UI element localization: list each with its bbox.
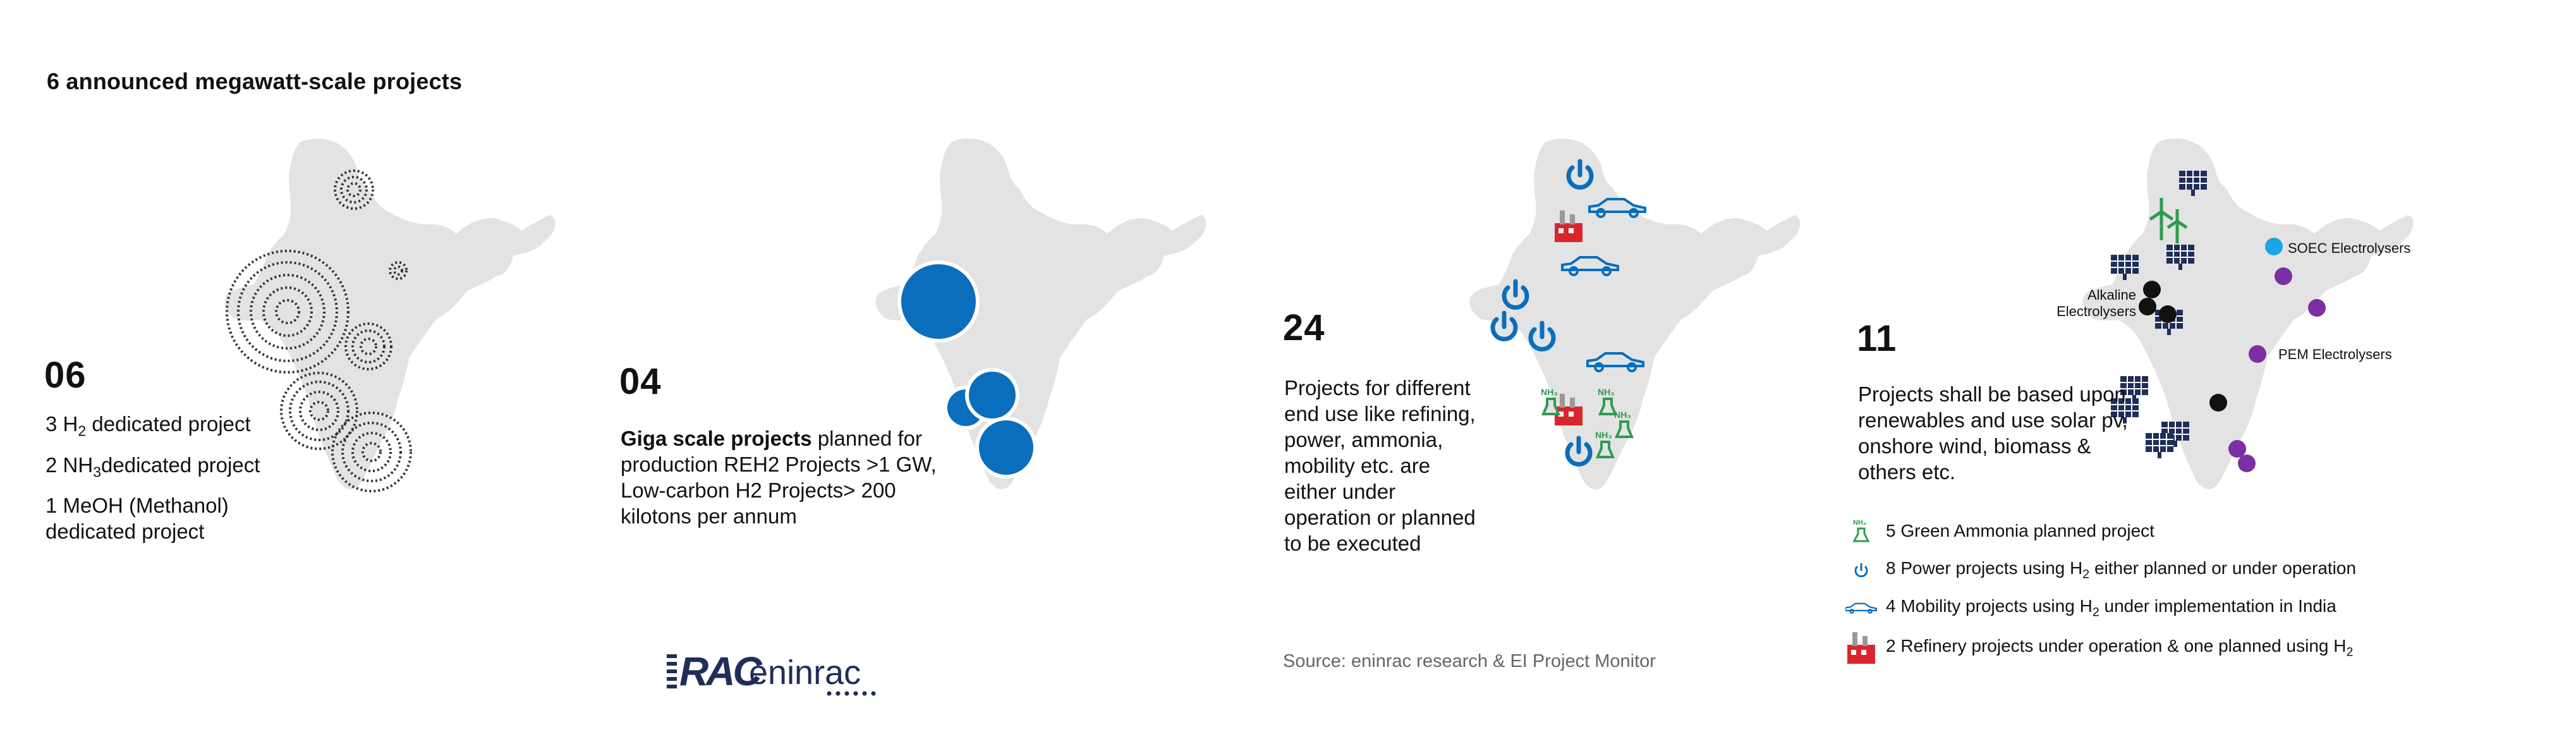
india-map-2 bbox=[875, 138, 1206, 490]
panel4-description: Projects shall be based upon renewables … bbox=[1858, 381, 2128, 485]
panel2-bold: Giga scale projects bbox=[621, 427, 812, 450]
panel3-line: to be executed bbox=[1284, 532, 1421, 555]
label-alkaline-2: Electrolysers bbox=[2057, 303, 2136, 319]
panel3-count: 24 bbox=[1283, 307, 1325, 348]
panel3-line: end use like refining, bbox=[1284, 402, 1476, 425]
panel3-line: Projects for different bbox=[1284, 376, 1471, 400]
page-title: 6 announced megawatt-scale projects bbox=[47, 68, 463, 94]
ammonia-flask-icon: NH₃ bbox=[1845, 518, 1877, 544]
legend-label: 4 Mobility projects using H2 under imple… bbox=[1886, 596, 2336, 620]
concentric-project-markers bbox=[226, 169, 412, 492]
legend-item-power: 8 Power projects using H2 either planned… bbox=[1845, 558, 2356, 583]
panel3-line: mobility etc. are bbox=[1284, 454, 1431, 477]
panel4-line: onshore wind, biomass & bbox=[1858, 434, 2091, 458]
panel1-description: 3 H2 dedicated project 2 NH3dedicated pr… bbox=[46, 411, 260, 544]
legend-label: 2 Refinery projects under operation & on… bbox=[1886, 636, 2354, 659]
panel4-line: Projects shall be based upon bbox=[1858, 382, 2126, 406]
panel1-line: 1 MeOH (Methanol) bbox=[46, 494, 229, 518]
panel2-description: Giga scale projects planned for producti… bbox=[621, 425, 937, 529]
power-icon bbox=[1845, 558, 1877, 583]
svg-text:NH₃: NH₃ bbox=[1614, 410, 1631, 420]
svg-text:NH₃: NH₃ bbox=[1595, 430, 1612, 440]
eninrac-logo: RAC eninrac bbox=[667, 648, 882, 699]
legend-label: 8 Power projects using H2 either planned… bbox=[1886, 558, 2357, 582]
panel1-line: dedicated project bbox=[46, 520, 205, 544]
legend-label: 5 Green Ammonia planned project bbox=[1886, 521, 2154, 540]
panel1-line: 2 NH3dedicated project bbox=[46, 453, 260, 480]
panel4-count: 11 bbox=[1857, 318, 1897, 359]
panel3-description: Projects for different end use like refi… bbox=[1284, 375, 1476, 556]
panel4-line: others etc. bbox=[1858, 460, 1956, 484]
legend-item-refinery: 2 Refinery projects under operation & on… bbox=[1845, 632, 2354, 664]
car-icon bbox=[1845, 595, 1877, 621]
svg-text:NH₃: NH₃ bbox=[1853, 519, 1866, 527]
ammonia-project-markers: NH₃ NH₃ NH₃ NH₃ bbox=[1541, 387, 1634, 458]
india-map-1 bbox=[224, 138, 556, 492]
mobility-project-markers bbox=[1561, 198, 1646, 372]
power-project-markers bbox=[1490, 159, 1594, 467]
solar-project-markers bbox=[2111, 171, 2207, 458]
label-soec: SOEC Electrolysers bbox=[2288, 240, 2411, 256]
panel1-count: 06 bbox=[44, 355, 87, 396]
india-map-3: NH₃ NH₃ NH₃ NH₃ bbox=[1469, 138, 1801, 490]
india-map-4 bbox=[2082, 138, 2414, 490]
legend-item-mobility: 4 Mobility projects using H2 under imple… bbox=[1845, 595, 2336, 621]
panel3-line: power, ammonia, bbox=[1284, 428, 1443, 451]
panel1-line: 3 H2 dedicated project bbox=[46, 412, 251, 439]
giga-project-markers bbox=[897, 260, 1037, 479]
svg-text:NH₃: NH₃ bbox=[1598, 387, 1615, 397]
svg-text:NH₃: NH₃ bbox=[1541, 387, 1558, 397]
panel2-count: 04 bbox=[619, 361, 662, 402]
label-alkaline-1: Alkaline bbox=[2087, 287, 2136, 303]
panel2-line: production REH2 Projects >1 GW, bbox=[621, 453, 937, 476]
source-note: Source: eninrac research & EI Project Mo… bbox=[1283, 651, 1656, 671]
panel2-line: kilotons per annum bbox=[621, 504, 797, 528]
refinery-icon bbox=[1845, 632, 1877, 664]
panel2-line: Low-carbon H2 Projects> 200 bbox=[621, 479, 896, 502]
label-pem: PEM Electrolysers bbox=[2278, 346, 2392, 362]
panel4-line: renewables and use solar pv, bbox=[1858, 408, 2128, 432]
panel2-line: planned for bbox=[811, 427, 922, 450]
legend-item-ammonia: NH₃ 5 Green Ammonia planned project bbox=[1845, 518, 2154, 544]
panel3-line: operation or planned bbox=[1284, 506, 1476, 529]
wind-turbine-icon bbox=[2149, 198, 2188, 243]
electrolyser-markers bbox=[2139, 238, 2326, 472]
refinery-project-markers bbox=[1555, 211, 1583, 425]
panel3-line: either under bbox=[1284, 480, 1396, 503]
